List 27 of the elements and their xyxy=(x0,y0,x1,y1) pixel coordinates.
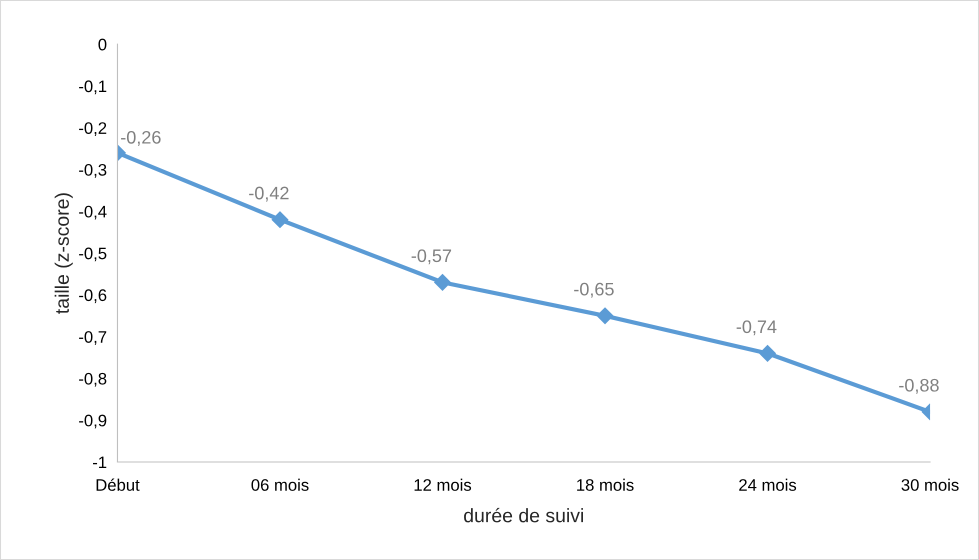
x-tick-label: 30 mois xyxy=(902,478,959,491)
y-tick-label: -0,1 xyxy=(79,80,106,94)
data-label: -0,65 xyxy=(574,282,614,298)
point xyxy=(596,307,614,324)
data-label: -0,26 xyxy=(121,130,161,146)
y-tick-label: -0,9 xyxy=(79,414,106,428)
data-label: -0,42 xyxy=(249,186,289,202)
x-tick-label: 24 mois xyxy=(739,478,796,491)
y-tick-label: -1 xyxy=(92,456,106,468)
point xyxy=(434,274,451,291)
x-axis-title: durée de suivi xyxy=(464,508,583,522)
x-tick-label: 12 mois xyxy=(414,478,472,491)
y-tick-label: 0 xyxy=(98,38,106,50)
x-tick-label: Début xyxy=(96,478,140,491)
data-label: -0,57 xyxy=(412,249,452,264)
data-label: -0,88 xyxy=(899,378,939,394)
data-label: -0,74 xyxy=(736,320,776,336)
y-tick-label: -0,2 xyxy=(79,122,106,136)
y-tick-label: -0,4 xyxy=(79,206,107,220)
y-tick-label: -0,3 xyxy=(79,164,106,178)
y-tick-label: -0,6 xyxy=(79,289,106,304)
x-tick-label: 06 mois xyxy=(251,478,309,491)
y-tick-label: -0,8 xyxy=(79,372,106,387)
y-tick-label: -0,5 xyxy=(79,248,106,262)
x-tick-label: 18 mois xyxy=(577,478,634,491)
y-axis-title: taille (z-score) xyxy=(54,193,73,314)
y-tick-label: -0,7 xyxy=(79,331,106,345)
